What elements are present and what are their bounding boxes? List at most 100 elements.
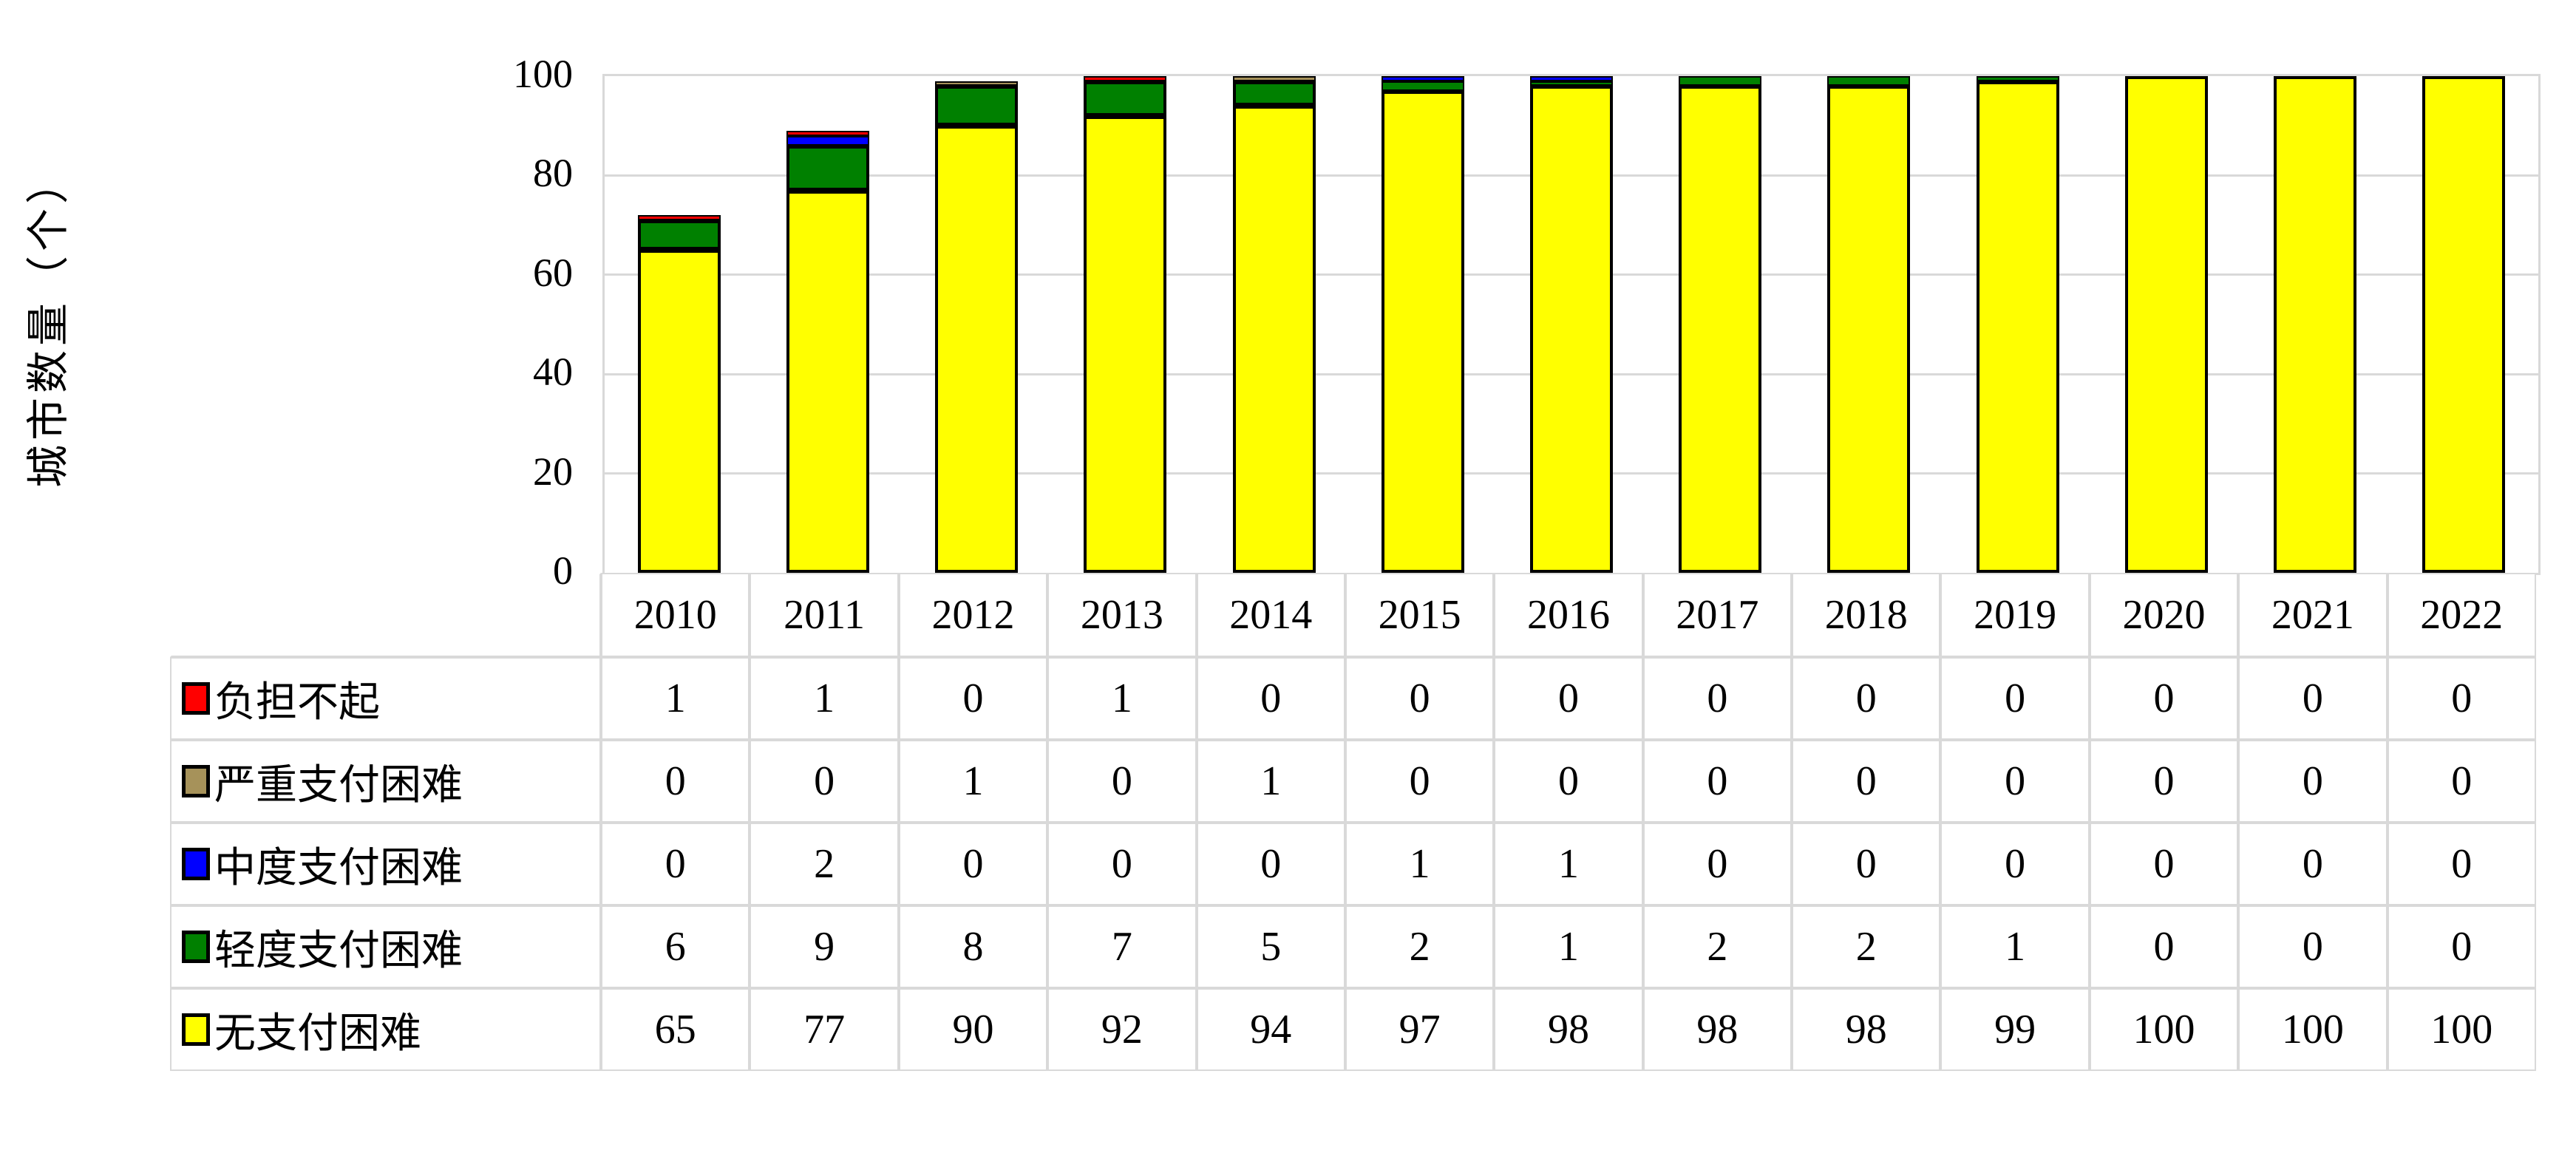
legend-row-label-中度支付困难: 中度支付困难	[170, 823, 601, 905]
year-header-2014: 2014	[1196, 573, 1345, 657]
bar-segment-2011-负担不起	[786, 130, 869, 136]
bar-segment-2022-无支付困难	[2422, 76, 2506, 573]
bar-2010	[637, 76, 721, 573]
bar-segment-2017-轻度支付困难	[1679, 76, 1762, 86]
value-cell-轻度支付困难-2015: 2	[1345, 905, 1495, 988]
legend-row-label-严重支付困难: 严重支付困难	[170, 740, 601, 823]
value-cell-负担不起-2018: 0	[1792, 657, 1941, 740]
bar-2017	[1679, 76, 1762, 573]
value-cell-中度支付困难-2016: 1	[1494, 823, 1643, 905]
value-cell-严重支付困难-2018: 0	[1792, 740, 1941, 823]
bar-segment-2015-轻度支付困难	[1381, 81, 1464, 92]
value-cell-轻度支付困难-2012: 8	[898, 905, 1048, 988]
bar-2019	[1976, 76, 2059, 573]
y-axis-title: 城市数量（个）	[24, 156, 73, 489]
value-cell-无支付困难-2016: 98	[1494, 988, 1643, 1071]
legend-label-text: 负担不起	[214, 679, 380, 726]
year-header-2012: 2012	[898, 573, 1048, 657]
value-cell-无支付困难-2018: 98	[1792, 988, 1941, 1071]
value-cell-负担不起-2011: 1	[750, 657, 899, 740]
bar-segment-2016-中度支付困难	[1530, 76, 1613, 81]
legend-swatch	[182, 682, 210, 715]
value-cell-负担不起-2021: 0	[2238, 657, 2388, 740]
year-header-2013: 2013	[1047, 573, 1197, 657]
y-tick-label-20: 20	[533, 449, 573, 494]
value-cell-负担不起-2010: 1	[601, 657, 750, 740]
bar-segment-2014-严重支付困难	[1232, 76, 1316, 81]
value-cell-负担不起-2015: 0	[1345, 657, 1495, 740]
y-axis-title-box: 城市数量（个）	[0, 74, 89, 571]
bar-2016	[1530, 76, 1613, 573]
value-cell-负担不起-2022: 0	[2387, 657, 2536, 740]
value-cell-无支付困难-2020: 100	[2089, 988, 2239, 1071]
legend-swatch	[182, 1013, 210, 1046]
bar-2020	[2124, 76, 2208, 573]
year-header-2019: 2019	[1940, 573, 2090, 657]
bar-segment-2017-无支付困难	[1679, 86, 1762, 573]
year-header-2022: 2022	[2387, 573, 2536, 657]
legend-label-text: 无支付困难	[214, 1010, 421, 1057]
value-cell-严重支付困难-2020: 0	[2089, 740, 2239, 823]
value-cell-严重支付困难-2010: 0	[601, 740, 750, 823]
table-corner-cell	[170, 573, 601, 657]
value-cell-负担不起-2014: 0	[1196, 657, 1345, 740]
bar-segment-2021-无支付困难	[2274, 76, 2357, 573]
bar-2015	[1381, 76, 1464, 573]
value-cell-轻度支付困难-2010: 6	[601, 905, 750, 988]
bar-segment-2012-无支付困难	[935, 126, 1019, 573]
y-tick-label-60: 60	[533, 250, 573, 295]
bar-segment-2015-中度支付困难	[1381, 76, 1464, 81]
value-cell-中度支付困难-2020: 0	[2089, 823, 2239, 905]
value-cell-轻度支付困难-2020: 0	[2089, 905, 2239, 988]
legend-row-label-负担不起: 负担不起	[170, 657, 601, 740]
value-cell-中度支付困难-2015: 1	[1345, 823, 1495, 905]
value-cell-无支付困难-2022: 100	[2387, 988, 2536, 1071]
bar-segment-2019-无支付困难	[1976, 81, 2059, 573]
bar-segment-2016-轻度支付困难	[1530, 81, 1613, 86]
value-cell-无支付困难-2012: 90	[898, 988, 1048, 1071]
year-header-2017: 2017	[1642, 573, 1792, 657]
value-cell-轻度支付困难-2021: 0	[2238, 905, 2388, 988]
value-cell-无支付困难-2015: 97	[1345, 988, 1495, 1071]
value-cell-中度支付困难-2014: 0	[1196, 823, 1345, 905]
y-tick-label-100: 100	[513, 52, 573, 96]
value-cell-严重支付困难-2022: 0	[2387, 740, 2536, 823]
value-cell-负担不起-2013: 1	[1047, 657, 1197, 740]
value-cell-无支付困难-2014: 94	[1196, 988, 1345, 1071]
value-cell-轻度支付困难-2018: 2	[1792, 905, 1941, 988]
value-cell-负担不起-2017: 0	[1642, 657, 1792, 740]
bar-2018	[1827, 76, 1911, 573]
year-header-2015: 2015	[1345, 573, 1495, 657]
bar-2013	[1084, 76, 1167, 573]
value-cell-无支付困难-2019: 99	[1940, 988, 2090, 1071]
value-cell-严重支付困难-2021: 0	[2238, 740, 2388, 823]
bar-2022	[2422, 76, 2506, 573]
value-cell-负担不起-2020: 0	[2089, 657, 2239, 740]
year-header-2020: 2020	[2089, 573, 2239, 657]
value-cell-轻度支付困难-2019: 1	[1940, 905, 2090, 988]
bar-segment-2010-负担不起	[637, 215, 721, 220]
value-cell-中度支付困难-2021: 0	[2238, 823, 2388, 905]
bar-2012	[935, 76, 1019, 573]
value-cell-负担不起-2019: 0	[1940, 657, 2090, 740]
bar-segment-2011-轻度支付困难	[786, 146, 869, 191]
value-cell-中度支付困难-2022: 0	[2387, 823, 2536, 905]
bar-segment-2010-无支付困难	[637, 250, 721, 573]
value-cell-轻度支付困难-2014: 5	[1196, 905, 1345, 988]
legend-row-label-无支付困难: 无支付困难	[170, 988, 601, 1071]
value-cell-中度支付困难-2019: 0	[1940, 823, 2090, 905]
bar-segment-2020-无支付困难	[2124, 76, 2208, 573]
value-cell-轻度支付困难-2013: 7	[1047, 905, 1197, 988]
bar-segment-2018-无支付困难	[1827, 86, 1911, 573]
value-cell-严重支付困难-2013: 0	[1047, 740, 1197, 823]
bar-segment-2011-中度支付困难	[786, 135, 869, 146]
value-cell-中度支付困难-2011: 2	[750, 823, 899, 905]
bar-segment-2013-负担不起	[1084, 76, 1167, 81]
value-cell-无支付困难-2013: 92	[1047, 988, 1197, 1071]
data-table: 2010 2011 2012 2013 2014 2015 2016 2017 2018 2019…	[170, 573, 2536, 1071]
value-cell-严重支付困难-2011: 0	[750, 740, 899, 823]
bar-segment-2014-轻度支付困难	[1232, 81, 1316, 106]
value-cell-无支付困难-2010: 65	[601, 988, 750, 1071]
bar-segment-2012-轻度支付困难	[935, 86, 1019, 126]
